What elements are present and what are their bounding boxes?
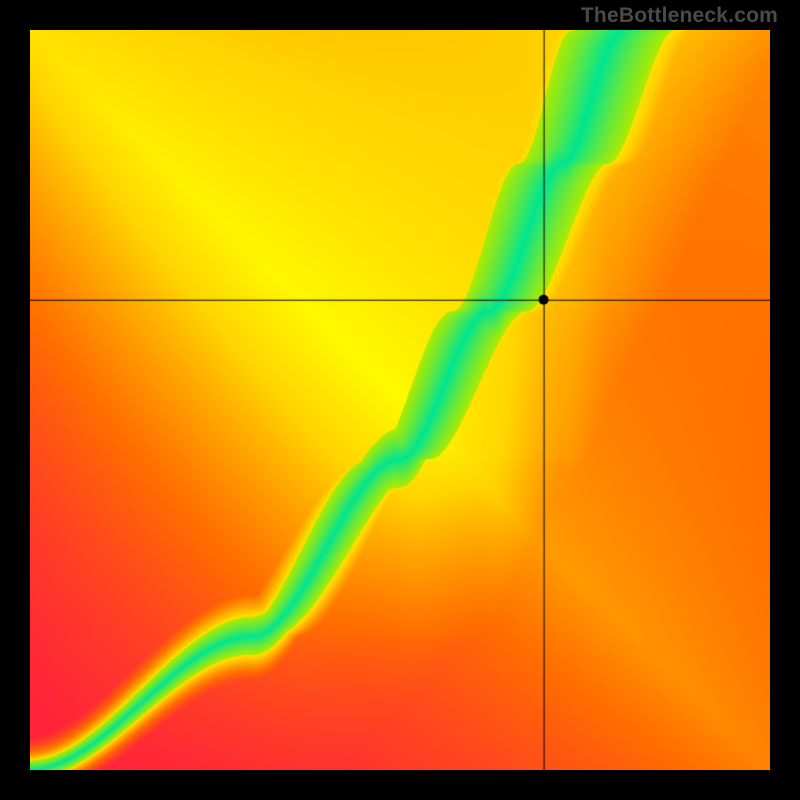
chart-container: TheBottleneck.com [0,0,800,800]
plot-area [30,30,770,770]
heatmap-canvas [30,30,770,770]
watermark-text: TheBottleneck.com [581,4,778,28]
